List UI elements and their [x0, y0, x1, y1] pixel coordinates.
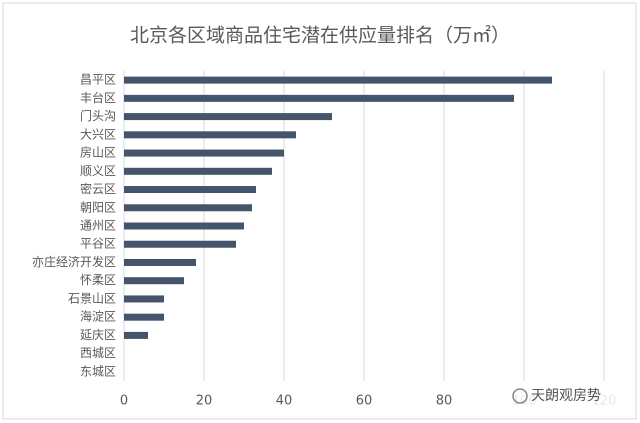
y-tick-label: 通州区 [80, 219, 116, 233]
bar [124, 131, 296, 139]
y-tick-label: 丰台区 [80, 90, 116, 105]
y-tick-label: 西城区 [80, 346, 116, 360]
y-tick-label: 平谷区 [80, 237, 116, 251]
x-tick-label: 80 [436, 394, 453, 409]
bar [124, 113, 332, 121]
bar [124, 186, 256, 194]
bar [124, 222, 244, 230]
y-tick-label: 怀柔区 [80, 273, 116, 287]
bar [124, 240, 236, 248]
chart-title: 北京各区域商品住宅潜在供应量排名（万㎡） [130, 24, 510, 47]
bar [124, 94, 514, 102]
y-tick-label: 延庆区 [80, 328, 116, 342]
x-tick-label: 0 [120, 394, 128, 409]
y-tick-label: 朝阳区 [80, 200, 116, 214]
bar [124, 295, 164, 303]
y-tick-label: 密云区 [80, 181, 116, 196]
bar [124, 76, 552, 84]
y-tick-label: 石景山区 [68, 291, 116, 305]
x-tick-label: 20 [196, 394, 213, 409]
bar [124, 331, 148, 339]
x-tick-label: 40 [276, 394, 293, 409]
bar [124, 313, 164, 321]
y-tick-label: 房山区 [80, 145, 116, 160]
watermark: 天朗观房势 [531, 388, 601, 404]
bar [124, 277, 184, 285]
bar [124, 149, 284, 157]
bar [124, 258, 196, 266]
y-tick-label: 海淀区 [80, 309, 116, 324]
bar [124, 167, 272, 175]
y-tick-label: 门头沟 [80, 108, 116, 123]
bar [124, 204, 252, 212]
y-tick-label: 昌平区 [80, 73, 116, 87]
y-tick-label: 亦庄经济开发区 [32, 254, 116, 269]
x-tick-label: 60 [356, 394, 373, 409]
y-tick-label: 顺义区 [80, 164, 116, 178]
y-tick-label: 东城区 [80, 364, 116, 378]
y-tick-label: 大兴区 [80, 127, 116, 141]
watermark-icon [512, 388, 528, 404]
